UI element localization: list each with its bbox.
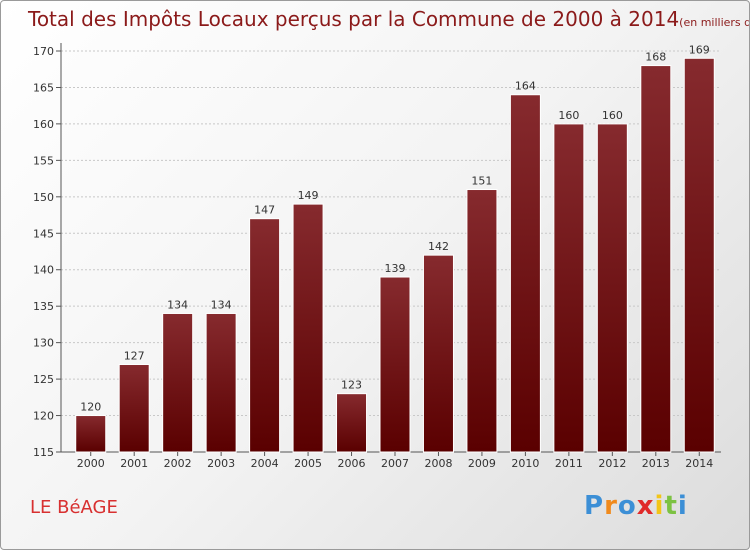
data-label: 147 xyxy=(254,204,275,217)
bar xyxy=(553,123,585,453)
logo-letter: i xyxy=(654,491,665,521)
data-label: 123 xyxy=(341,379,362,392)
y-tick-label: 120 xyxy=(33,410,54,423)
y-tick-label: 145 xyxy=(33,227,54,240)
x-tick-label: 2008 xyxy=(424,457,452,470)
y-tick-label: 115 xyxy=(33,446,54,459)
bar xyxy=(205,312,237,453)
data-label: 120 xyxy=(80,401,101,414)
data-label: 169 xyxy=(689,43,710,56)
bar xyxy=(118,364,150,453)
x-tick-label: 2007 xyxy=(381,457,409,470)
bar xyxy=(162,312,194,453)
x-tick-label: 2010 xyxy=(511,457,539,470)
logo-letter: i xyxy=(677,491,688,521)
y-tick-label: 150 xyxy=(33,191,54,204)
logo-letter: P xyxy=(584,491,605,521)
data-label: 134 xyxy=(167,298,188,311)
bar xyxy=(640,65,672,453)
logo-letter: t xyxy=(664,491,678,521)
x-tick-label: 2000 xyxy=(77,457,105,470)
x-tick-label: 2012 xyxy=(598,457,626,470)
x-tick-label: 2001 xyxy=(120,457,148,470)
bar xyxy=(249,218,281,453)
x-tick-label: 2002 xyxy=(164,457,192,470)
bar xyxy=(336,393,368,453)
x-tick-label: 2014 xyxy=(685,457,713,470)
x-tick-label: 2011 xyxy=(555,457,583,470)
data-label: 134 xyxy=(211,298,232,311)
proxiti-logo: Proxiti xyxy=(584,491,688,521)
data-label: 149 xyxy=(298,189,319,202)
chart-title-unit: (en milliers d'€) xyxy=(679,16,749,29)
y-tick-label: 130 xyxy=(33,337,54,350)
x-tick-label: 2009 xyxy=(468,457,496,470)
logo-letter: o xyxy=(617,491,637,521)
bar xyxy=(683,57,715,453)
y-tick-label: 135 xyxy=(33,300,54,313)
bar xyxy=(596,123,628,453)
data-label: 160 xyxy=(558,109,579,122)
bar xyxy=(75,415,107,453)
x-tick-label: 2006 xyxy=(338,457,366,470)
chart-title-text: Total des Impôts Locaux perçus par la Co… xyxy=(28,7,680,31)
x-tick-label: 2003 xyxy=(207,457,235,470)
data-label: 142 xyxy=(428,240,449,253)
data-label: 139 xyxy=(385,262,406,275)
y-tick-label: 165 xyxy=(33,81,54,94)
data-label: 151 xyxy=(471,175,492,188)
bar xyxy=(379,276,411,453)
chart-title: Total des Impôts Locaux perçus par la Co… xyxy=(28,7,749,31)
logo-letter: x xyxy=(636,491,655,521)
data-label: 127 xyxy=(124,350,145,363)
y-tick-label: 155 xyxy=(33,154,54,167)
data-label: 160 xyxy=(602,109,623,122)
bar xyxy=(466,189,498,453)
x-tick-label: 2013 xyxy=(642,457,670,470)
y-tick-label: 170 xyxy=(33,45,54,58)
logo-letter: r xyxy=(604,491,618,521)
x-tick-label: 2005 xyxy=(294,457,322,470)
y-tick-label: 125 xyxy=(33,373,54,386)
x-tick-label: 2004 xyxy=(251,457,279,470)
y-tick-label: 140 xyxy=(33,264,54,277)
commune-name: LE BéAGE xyxy=(30,497,118,518)
bar xyxy=(509,94,541,453)
y-tick-label: 160 xyxy=(33,118,54,131)
data-label: 168 xyxy=(645,51,666,64)
data-label: 164 xyxy=(515,80,536,93)
bar xyxy=(292,203,324,453)
bar xyxy=(422,254,454,453)
